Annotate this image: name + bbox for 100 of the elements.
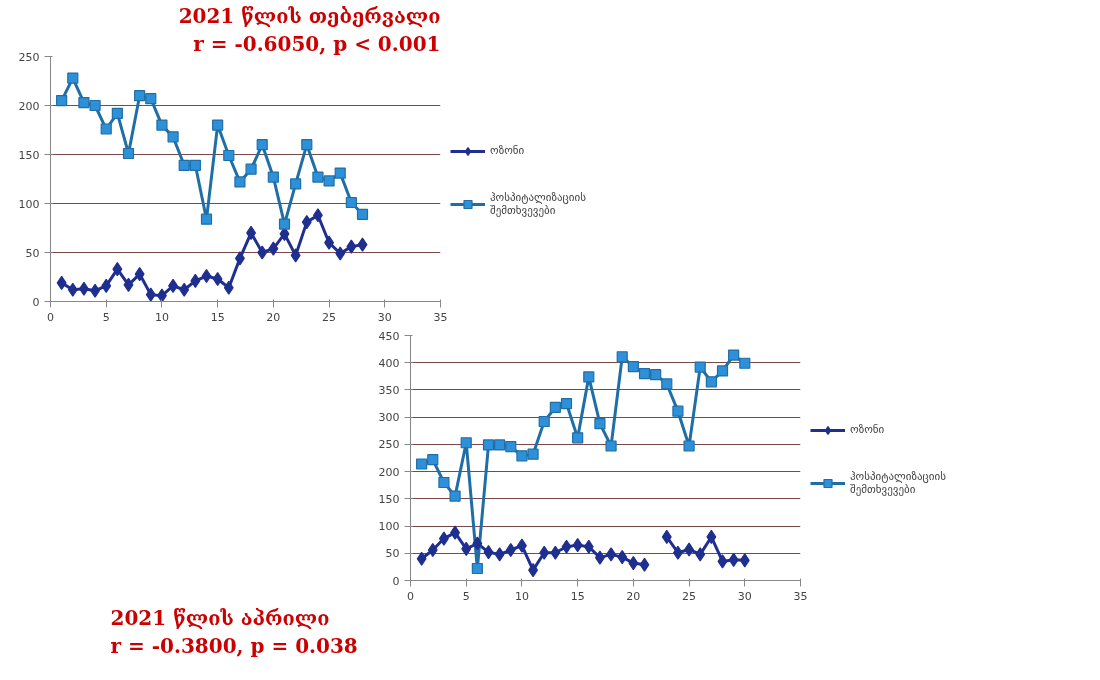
y-tick-label: 200 xyxy=(378,465,400,479)
point xyxy=(695,547,706,562)
point xyxy=(449,490,461,502)
point xyxy=(290,248,301,263)
point xyxy=(301,215,312,230)
point xyxy=(334,167,346,179)
legend-label: ჰოსპიტალიზაციის შემთხვევები xyxy=(850,469,946,496)
point xyxy=(583,371,595,383)
point xyxy=(650,369,662,381)
point xyxy=(438,476,450,489)
text: r = -0.3800, p = 0.038 xyxy=(110,633,358,658)
point xyxy=(483,545,494,560)
point xyxy=(594,418,606,430)
text: 2021 წლის აპრილი xyxy=(110,605,330,630)
point xyxy=(494,439,506,451)
point xyxy=(560,397,573,410)
x-tick-label: 15 xyxy=(570,589,585,603)
point xyxy=(56,275,67,290)
y-tick-label: 350 xyxy=(378,383,400,397)
point xyxy=(561,539,572,554)
point xyxy=(416,458,428,470)
point xyxy=(672,405,684,417)
point xyxy=(482,439,495,451)
y-tick-label: 250 xyxy=(18,50,40,64)
point xyxy=(717,554,728,569)
point xyxy=(122,147,135,160)
point xyxy=(123,277,134,292)
point xyxy=(335,246,346,261)
point xyxy=(661,378,673,390)
point xyxy=(471,562,483,575)
point xyxy=(605,440,617,452)
point xyxy=(572,538,583,553)
point xyxy=(301,139,313,151)
point xyxy=(145,287,156,302)
point xyxy=(427,454,439,466)
point xyxy=(145,93,157,105)
point xyxy=(694,361,706,373)
point xyxy=(223,149,235,162)
x-tick-label: 25 xyxy=(682,589,697,603)
y-tick-label: 150 xyxy=(378,492,400,506)
point xyxy=(494,547,505,562)
x-tick-label: 35 xyxy=(793,589,808,603)
point xyxy=(67,282,78,297)
point xyxy=(728,552,739,567)
point xyxy=(134,90,146,102)
x-tick-label: 10 xyxy=(154,310,169,324)
point xyxy=(234,176,246,188)
x-tick-label: 15 xyxy=(210,310,225,324)
point xyxy=(223,280,234,295)
x-tick-label: 10 xyxy=(514,589,529,603)
point xyxy=(356,208,369,220)
point xyxy=(539,545,550,560)
point xyxy=(683,440,695,452)
point xyxy=(179,282,190,297)
legend-label: ჰოსპიტალიზაციის შემთხვევები xyxy=(490,190,586,217)
x-tick-label: 20 xyxy=(626,589,641,603)
point xyxy=(472,536,483,551)
point xyxy=(56,95,68,107)
x-tick-label: 25 xyxy=(322,310,337,324)
point xyxy=(357,237,368,252)
point xyxy=(572,432,584,444)
y-tick-label: 250 xyxy=(378,438,400,452)
x-tick-label: 30 xyxy=(377,310,392,324)
point xyxy=(739,553,750,568)
point xyxy=(157,288,167,302)
point xyxy=(516,450,528,462)
point xyxy=(111,107,123,119)
y-tick-label: 50 xyxy=(25,246,40,260)
x-tick-label: 20 xyxy=(266,310,281,324)
point xyxy=(460,437,472,449)
y-tick-label: 400 xyxy=(378,356,400,370)
point xyxy=(89,99,101,112)
y-tick-label: 200 xyxy=(18,99,40,113)
point xyxy=(178,159,190,171)
x-tick-label: 0 xyxy=(47,310,54,324)
point xyxy=(245,163,257,175)
chart-title: 2021 წლის თებერვალი xyxy=(178,3,441,28)
point xyxy=(639,557,650,572)
point xyxy=(346,239,357,254)
point xyxy=(156,119,168,131)
point xyxy=(78,96,90,109)
point xyxy=(278,218,291,230)
point xyxy=(256,139,268,151)
point xyxy=(627,360,639,373)
point xyxy=(550,545,561,560)
point xyxy=(583,539,594,554)
point xyxy=(312,171,324,183)
point xyxy=(728,349,740,361)
point xyxy=(323,175,335,187)
y-tick-label: 100 xyxy=(378,520,400,534)
point xyxy=(268,241,279,256)
point xyxy=(67,72,79,84)
y-tick-label: 150 xyxy=(18,148,40,162)
point xyxy=(345,196,357,209)
y-tick-label: 300 xyxy=(378,411,400,425)
legend-label: ოზონი xyxy=(850,423,885,436)
x-tick-label: 30 xyxy=(737,589,752,603)
point xyxy=(290,178,302,190)
point xyxy=(200,213,213,225)
x-tick-label: 0 xyxy=(407,589,414,603)
